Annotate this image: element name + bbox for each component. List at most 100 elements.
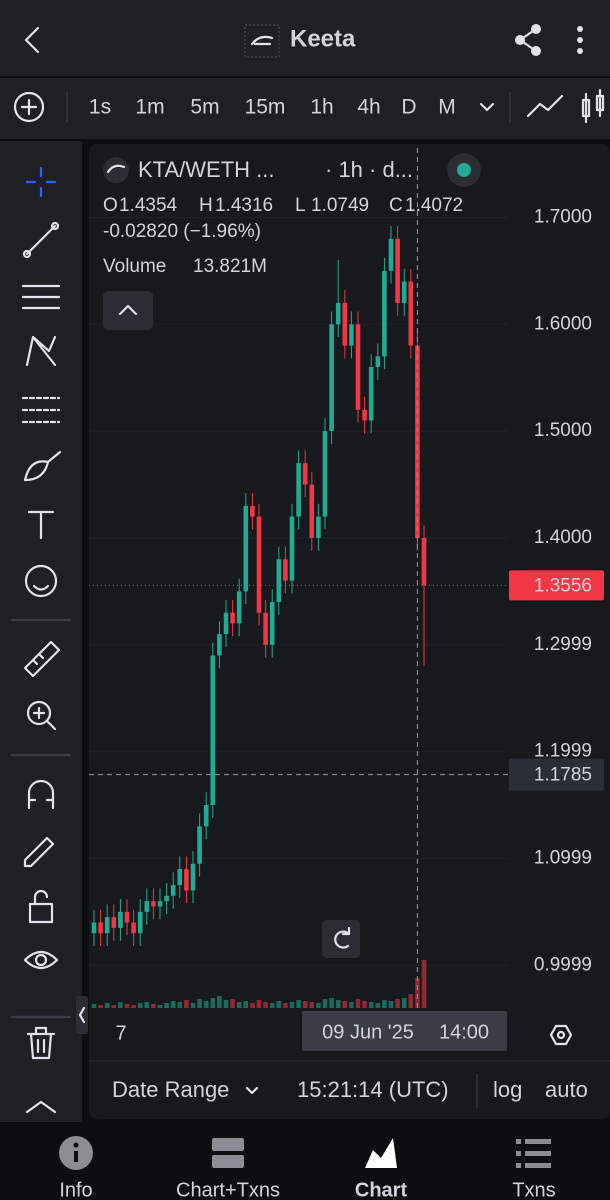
volume-value: 13.821M bbox=[193, 256, 267, 277]
candle-body bbox=[289, 516, 295, 581]
tab-label[interactable]: Info bbox=[59, 1179, 92, 1200]
ohlc-value: 1.4354 bbox=[119, 195, 178, 216]
visibility-tool[interactable] bbox=[23, 950, 59, 970]
candle-body bbox=[316, 516, 321, 538]
tab-labels: Info Chart+Txns Chart Txns bbox=[59, 1179, 555, 1200]
candle-body bbox=[368, 367, 374, 421]
candle-body bbox=[269, 602, 275, 645]
trend-line-tool-dot bbox=[22, 249, 32, 259]
volume-bar bbox=[269, 1003, 275, 1008]
collapse-toolbar-button[interactable] bbox=[76, 996, 88, 1034]
line-chart-button[interactable] bbox=[526, 94, 564, 118]
timeframe-button[interactable]: 5m bbox=[190, 96, 219, 119]
volume-bar bbox=[197, 999, 202, 1008]
candle-body bbox=[137, 911, 143, 934]
legend-collapse-icon bbox=[118, 304, 138, 316]
trend-line-tool[interactable] bbox=[25, 224, 57, 256]
candle-body bbox=[283, 559, 288, 581]
candle-body bbox=[144, 901, 150, 912]
tab-label[interactable]: Chart+Txns bbox=[176, 1179, 280, 1200]
volume-bar bbox=[98, 1005, 103, 1008]
candle-body bbox=[157, 901, 163, 907]
ruler-tool[interactable] bbox=[23, 640, 61, 678]
magnet-tool[interactable] bbox=[27, 779, 55, 810]
candle-body bbox=[335, 302, 341, 325]
volume-bar bbox=[223, 1000, 229, 1008]
volume-bar bbox=[250, 1003, 255, 1008]
add-indicator-button[interactable] bbox=[13, 91, 45, 123]
volume-bar bbox=[151, 1004, 156, 1008]
symbol-name[interactable]: KTA/WETH ... bbox=[138, 157, 274, 182]
tab-label[interactable]: Chart bbox=[355, 1179, 408, 1200]
timeframe-button[interactable]: M bbox=[438, 96, 456, 119]
delete-tool[interactable] bbox=[26, 1026, 56, 1060]
volume-bar bbox=[342, 1001, 348, 1008]
date-range-chevron bbox=[245, 1086, 259, 1095]
timeframe-button[interactable]: 1h bbox=[310, 96, 333, 119]
prediction-tool[interactable] bbox=[21, 396, 61, 424]
pattern-tool[interactable] bbox=[25, 335, 57, 367]
unlock-tool[interactable] bbox=[28, 902, 54, 924]
text-tool[interactable] bbox=[27, 510, 55, 540]
legend-collapse-button[interactable] bbox=[103, 291, 153, 330]
candle-body bbox=[170, 885, 176, 896]
candle-body bbox=[164, 895, 169, 902]
time-axis-labels: 7 09 Jun '25 14:00 bbox=[115, 1011, 507, 1051]
share-button[interactable] bbox=[515, 24, 541, 56]
x-tick-label: 7 bbox=[115, 1022, 126, 1044]
token-logo bbox=[244, 24, 280, 58]
lock-drawing-tool[interactable] bbox=[23, 836, 55, 868]
back-button[interactable] bbox=[24, 26, 40, 54]
reset-chart-button[interactable] bbox=[322, 920, 360, 958]
volume-bar bbox=[217, 996, 222, 1008]
auto-scale-button[interactable]: auto bbox=[545, 1077, 588, 1102]
candle-body bbox=[124, 911, 130, 923]
chart-settings-button[interactable] bbox=[549, 1024, 573, 1046]
candle-body bbox=[309, 484, 315, 538]
log-scale-button[interactable]: log bbox=[493, 1077, 522, 1102]
more-button[interactable] bbox=[577, 26, 583, 54]
volume-bar bbox=[335, 1000, 341, 1008]
volume-bar bbox=[164, 1003, 169, 1008]
candle-body bbox=[91, 922, 97, 934]
candle-body bbox=[111, 917, 117, 928]
ohlc-value: 1.4316 bbox=[215, 195, 273, 216]
timeframe-button[interactable]: D bbox=[401, 96, 416, 119]
y-tick-label: 1.0999 bbox=[534, 848, 592, 869]
emoji-tool[interactable] bbox=[24, 564, 58, 598]
candle-body bbox=[263, 612, 268, 645]
crosshair-price-badge bbox=[509, 758, 604, 791]
candle-body bbox=[250, 505, 255, 517]
volume-bar bbox=[355, 999, 361, 1008]
candle-body bbox=[375, 356, 381, 368]
timeframe-button[interactable]: 1s bbox=[89, 96, 111, 119]
volume-bar bbox=[276, 1001, 282, 1008]
crosshair-price-label: 1.1785 bbox=[534, 765, 592, 786]
more-tools[interactable] bbox=[25, 1100, 57, 1114]
candle-chart-button[interactable] bbox=[581, 88, 605, 124]
timeframe-button[interactable]: 4h bbox=[357, 96, 380, 119]
volume-bar bbox=[388, 1001, 394, 1008]
date-range-button[interactable]: Date Range bbox=[112, 1077, 229, 1102]
zoom-tool[interactable] bbox=[26, 700, 52, 726]
fib-tool[interactable] bbox=[21, 284, 61, 310]
timeframe-button[interactable]: 15m bbox=[245, 96, 286, 119]
y-tick-label: 1.1999 bbox=[534, 741, 592, 762]
candle-body bbox=[184, 869, 189, 891]
timeframe-more[interactable] bbox=[479, 102, 495, 112]
ohlc-key: C bbox=[389, 195, 403, 216]
tab-label[interactable]: Txns bbox=[512, 1179, 555, 1200]
volume-bar bbox=[408, 994, 414, 1008]
brush-tool[interactable] bbox=[23, 450, 62, 482]
volume-bar bbox=[177, 1002, 183, 1008]
candle-body bbox=[349, 324, 354, 346]
drawing-toolbar bbox=[0, 141, 82, 1122]
volume-bar bbox=[104, 1003, 110, 1008]
ohlc-key: H bbox=[199, 195, 213, 216]
timeframe-button[interactable]: 1m bbox=[135, 96, 164, 119]
ohlc-value: 1.0749 bbox=[311, 195, 369, 216]
candle-body bbox=[342, 302, 348, 346]
crosshair-tool[interactable] bbox=[25, 166, 57, 198]
volume-bar bbox=[349, 1002, 354, 1008]
